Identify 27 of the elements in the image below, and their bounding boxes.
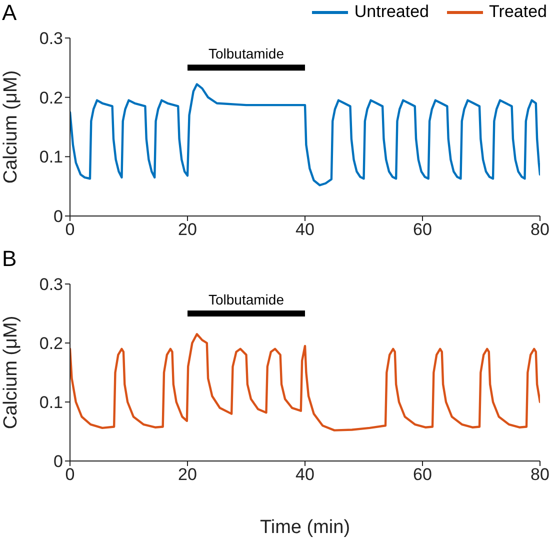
y-tick-label: 0 (54, 452, 63, 472)
legend-label: Treated (489, 2, 547, 22)
y-tick-label: 0.3 (39, 29, 63, 48)
y-tick-label: 0 (54, 207, 63, 226)
y-tick-label: 0.1 (39, 148, 63, 167)
x-tick-label: 60 (413, 465, 432, 484)
text: B (2, 246, 17, 272)
annotation: Tolbutamide (208, 292, 284, 308)
y-tick-label: 0.3 (39, 275, 63, 294)
legend-label: Untreated (354, 2, 430, 22)
x-axis-title: Time (min) (260, 517, 350, 538)
x-tick-label: 20 (178, 465, 197, 484)
x-tick-label: 40 (296, 220, 314, 240)
x-tick-label: 80 (530, 465, 550, 484)
annotation: Tolbutamide (208, 46, 284, 62)
x-tick-label: 60 (413, 220, 432, 240)
y-tick-label: 0.1 (39, 393, 63, 412)
x-tick-label: 40 (296, 465, 314, 484)
line-series (70, 333, 540, 432)
x-tick-label: 20 (178, 220, 197, 240)
y-axis-title: Calcium (μM) (0, 70, 22, 184)
y-axis-title: Calcium (μM) (0, 316, 22, 430)
x-tick-label: 80 (530, 220, 550, 240)
y-tick-label: 0.2 (39, 334, 63, 354)
line-series (70, 83, 540, 186)
text: A (2, 0, 17, 26)
y-tick-label: 0.2 (39, 88, 63, 108)
